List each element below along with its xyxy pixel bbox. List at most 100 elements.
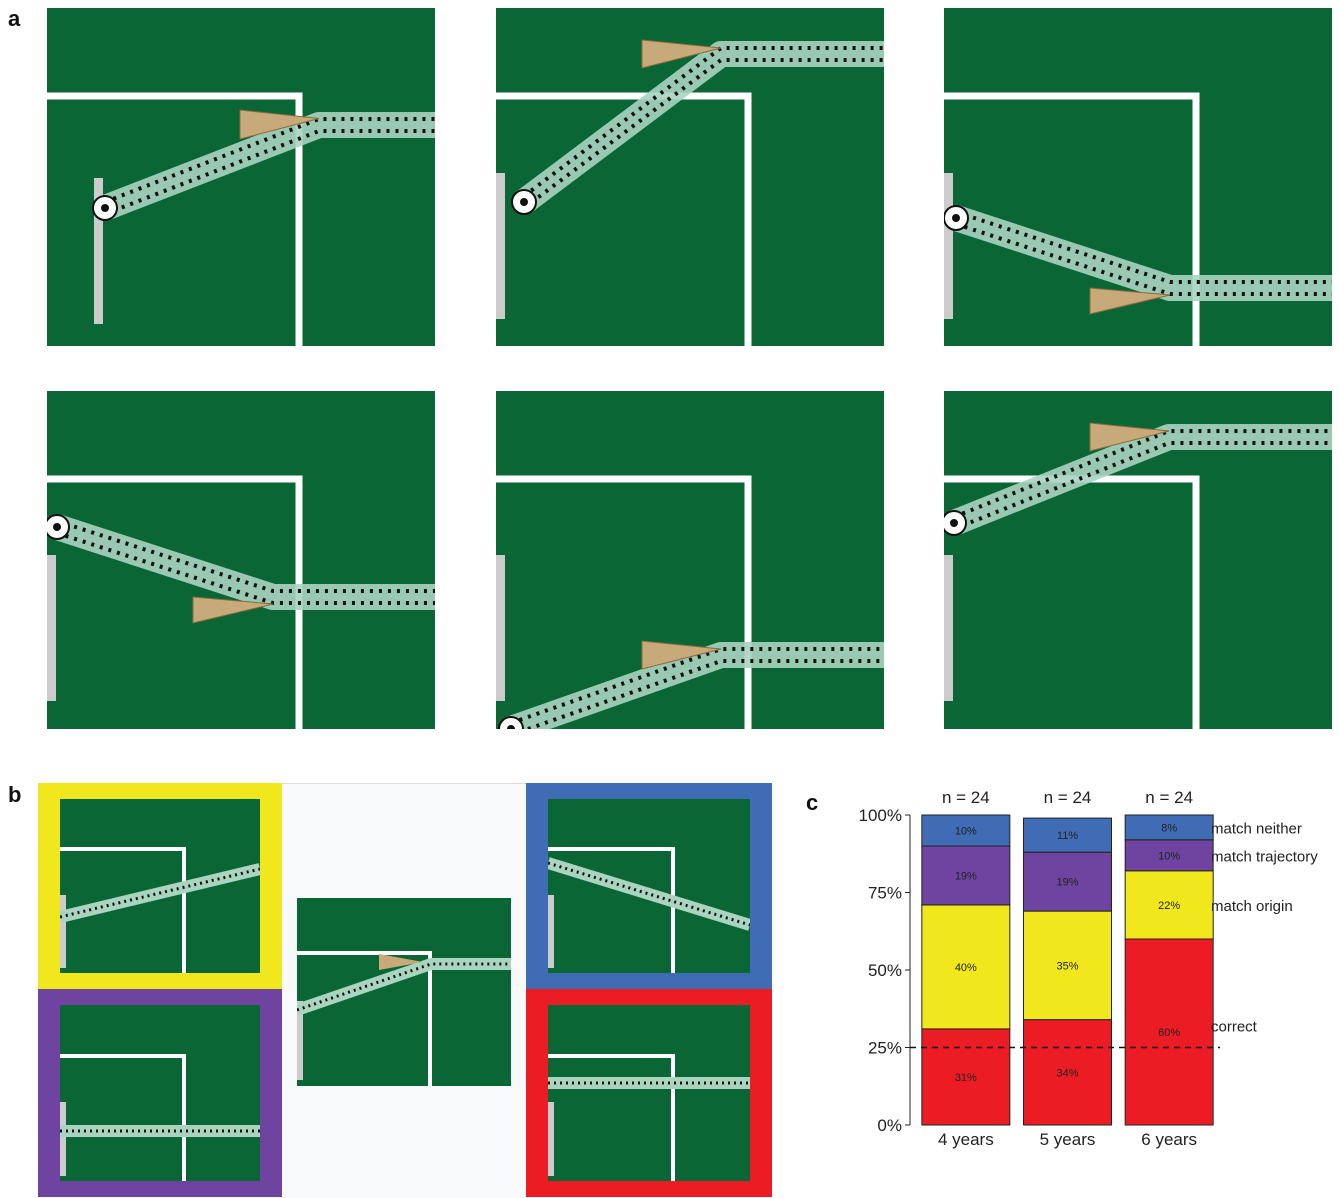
scene-3 xyxy=(944,8,1332,346)
cone-icon xyxy=(192,596,274,624)
trail-dots xyxy=(60,867,260,919)
annotation-match-origin: match origin xyxy=(1211,898,1293,915)
penalty-box-line xyxy=(944,475,1200,729)
y-tick-label: 50% xyxy=(868,961,902,980)
bar-segment-match-trajectory xyxy=(1124,839,1214,872)
goal-post xyxy=(496,555,505,701)
bar-segment-match-origin xyxy=(1124,870,1214,940)
annotation-match-neither: match neither xyxy=(1211,820,1302,837)
ball-trail xyxy=(100,112,435,221)
scene-5 xyxy=(496,391,884,729)
panel-label-b: b xyxy=(8,782,22,807)
annotation-match-trajectory: match trajectory xyxy=(1211,848,1318,865)
goal-post xyxy=(548,1102,554,1176)
data-label: 34% xyxy=(1056,1067,1078,1079)
trail-dots-upper xyxy=(955,210,1332,284)
scene-2 xyxy=(496,8,884,346)
choice-match-trajectory xyxy=(38,989,282,1197)
field-bg xyxy=(60,1005,260,1181)
soccer-ball-patch xyxy=(952,214,960,222)
scene-4 xyxy=(47,391,435,729)
bar-segment-match-trajectory xyxy=(1023,851,1112,912)
bar-segment-match-neither xyxy=(1124,814,1214,841)
penalty-box-line xyxy=(60,847,186,973)
ball-trail xyxy=(297,958,511,1016)
choice-scene-svg xyxy=(60,799,260,973)
data-label: 60% xyxy=(1158,1027,1180,1039)
scene-svg xyxy=(47,92,435,346)
scene-svg xyxy=(944,422,1332,729)
x-tick-label: 5 years xyxy=(1040,1130,1096,1149)
soccer-ball-patch xyxy=(950,519,958,527)
penalty-box-line xyxy=(496,92,752,346)
penalty-box-line xyxy=(297,951,432,1086)
goal-post xyxy=(47,555,56,701)
ball-trail xyxy=(548,857,750,931)
penalty-box-line xyxy=(60,1054,186,1181)
chart-c: 0% 25% 50% 75% 100% 31% 40% 19% 10% 4 years n = 24… xyxy=(859,788,1319,1149)
field-bg xyxy=(60,799,260,973)
scene-svg xyxy=(496,475,884,729)
penalty-box-line xyxy=(944,92,1200,346)
choice-scene xyxy=(548,799,750,973)
choice-match-origin xyxy=(38,783,282,989)
bar-segment-match-trajectory xyxy=(921,845,1011,906)
n-label: n = 24 xyxy=(942,788,990,807)
annotation-correct: correct xyxy=(1211,1019,1258,1036)
data-label: 19% xyxy=(955,870,977,882)
field-bg xyxy=(548,799,750,973)
trail-dots-lower xyxy=(522,58,884,210)
data-label: 19% xyxy=(1056,877,1078,889)
target-scene xyxy=(297,898,511,1086)
trail-dots-lower xyxy=(104,129,435,216)
bar-segment-match-neither xyxy=(921,814,1011,847)
bar-segment-match-origin xyxy=(921,904,1011,1030)
panel-label-c: c xyxy=(806,790,819,815)
penalty-box-line xyxy=(47,92,303,346)
goal-post xyxy=(297,1001,303,1080)
cone-icon xyxy=(641,640,722,670)
field-bg xyxy=(297,898,511,1086)
bar-segment-correct xyxy=(1023,1019,1112,1126)
soccer-ball-icon xyxy=(498,716,524,729)
choice-scene xyxy=(548,1005,750,1181)
goal-post xyxy=(60,895,66,968)
y-tick-label: 25% xyxy=(868,1039,902,1058)
choice-scene-svg xyxy=(548,799,750,973)
bar-segment-correct xyxy=(1124,938,1214,1126)
x-tick-label: 6 years xyxy=(1141,1130,1197,1149)
choice-scene-svg xyxy=(548,1005,750,1181)
choice-match-neither xyxy=(526,783,772,989)
trail-dots-upper xyxy=(104,117,435,204)
ball-trail xyxy=(949,424,1332,536)
scene-svg xyxy=(944,92,1332,346)
cone-icon xyxy=(1089,287,1171,315)
goal-post xyxy=(944,555,953,701)
choice-scene xyxy=(60,799,260,973)
scene-svg xyxy=(47,475,435,729)
goal-post xyxy=(496,173,505,319)
goal-post xyxy=(944,173,953,319)
cone-icon xyxy=(641,39,722,69)
penalty-box-line xyxy=(548,1054,675,1181)
soccer-ball-patch xyxy=(53,523,61,531)
field-bg xyxy=(548,1005,750,1181)
bar-segment-match-neither xyxy=(1023,817,1112,853)
y-tick-label: 0% xyxy=(877,1116,902,1135)
cone-icon xyxy=(239,109,320,140)
data-label: 8% xyxy=(1161,822,1177,834)
n-label: n = 24 xyxy=(1044,788,1092,807)
data-label: 31% xyxy=(955,1072,977,1084)
ball-trail xyxy=(52,514,435,610)
cone-icon xyxy=(379,954,423,970)
data-label: 11% xyxy=(1057,830,1078,842)
ball-trail xyxy=(951,205,1332,301)
data-label: 22% xyxy=(1158,900,1180,912)
soccer-ball-patch xyxy=(507,725,515,729)
scene-svg xyxy=(496,39,884,346)
x-tick-label: 4 years xyxy=(938,1130,994,1149)
data-label: 40% xyxy=(955,962,977,974)
bar-segment-correct xyxy=(921,1028,1011,1126)
goal-post xyxy=(94,178,103,324)
data-label: 10% xyxy=(955,826,977,838)
